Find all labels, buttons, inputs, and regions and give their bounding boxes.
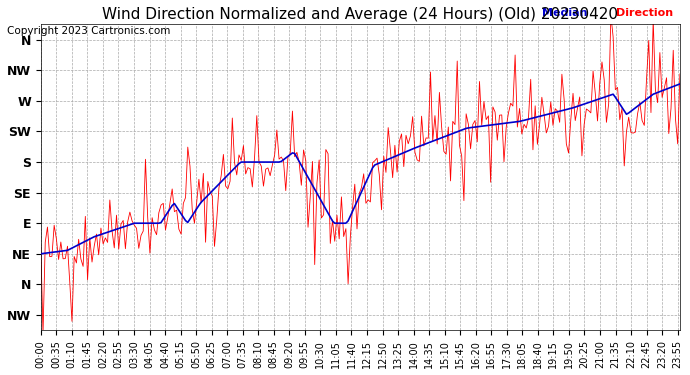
Text: Median: Median: [542, 8, 587, 18]
Text: Copyright 2023 Cartronics.com: Copyright 2023 Cartronics.com: [7, 26, 170, 36]
Text: Direction: Direction: [616, 8, 673, 18]
Title: Wind Direction Normalized and Average (24 Hours) (Old) 20230420: Wind Direction Normalized and Average (2…: [102, 7, 618, 22]
